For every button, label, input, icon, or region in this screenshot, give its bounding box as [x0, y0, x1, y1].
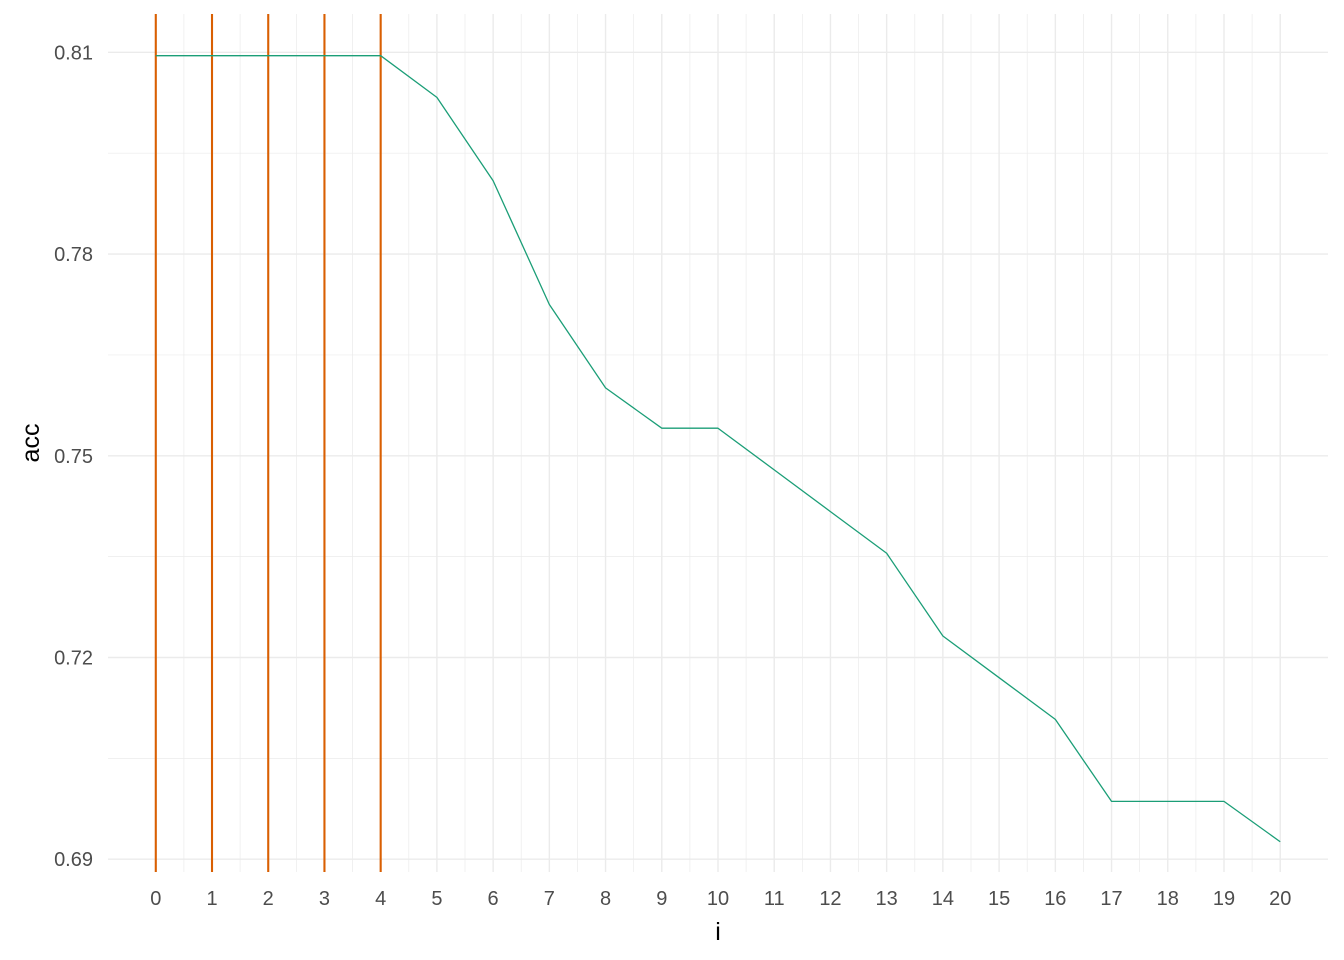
x-tick-label: 14: [932, 888, 954, 910]
x-tick-label: 11: [764, 888, 785, 910]
series-lines: [155, 55, 1281, 843]
x-tick-label: 18: [1157, 888, 1179, 910]
x-tick-label: 4: [375, 888, 386, 910]
x-tick-label: 16: [1044, 888, 1066, 910]
x-tick-label: 5: [431, 888, 442, 910]
x-tick-label: 8: [600, 888, 611, 910]
x-axis-ticks: 0 1 2 3 4 5 6 7 8 9 10 11 12 13 14 15 16 17 18 19 20: [150, 888, 1291, 910]
y-tick-label: 0.78: [54, 244, 93, 266]
x-tick-label: 3: [319, 888, 330, 910]
x-tick-label: 13: [876, 888, 898, 910]
series-line: [155, 55, 1281, 843]
x-tick-label: 19: [1213, 888, 1235, 910]
x-tick-label: 1: [206, 888, 217, 910]
y-tick-label: 0.75: [54, 446, 93, 468]
x-tick-label: 17: [1100, 888, 1122, 910]
vertical-reference-lines: [154, 14, 382, 872]
y-axis-title: acc: [17, 424, 45, 463]
x-axis-title: i: [715, 918, 721, 946]
y-tick-label: 0.81: [54, 42, 93, 64]
major-grid: [108, 14, 1328, 872]
y-tick-label: 0.69: [54, 849, 93, 871]
y-tick-label: 0.72: [54, 648, 93, 670]
x-tick-label: 10: [707, 888, 729, 910]
x-tick-label: 7: [544, 888, 555, 910]
minor-grid: [108, 14, 1328, 872]
y-axis-ticks: 0.69 0.72 0.75 0.78 0.81: [54, 42, 93, 871]
x-tick-label: 0: [150, 888, 161, 910]
x-tick-label: 6: [488, 888, 499, 910]
x-tick-label: 12: [819, 888, 841, 910]
x-tick-label: 9: [656, 888, 667, 910]
x-tick-label: 20: [1269, 888, 1291, 910]
x-tick-label: 2: [263, 888, 274, 910]
x-tick-label: 15: [988, 888, 1010, 910]
